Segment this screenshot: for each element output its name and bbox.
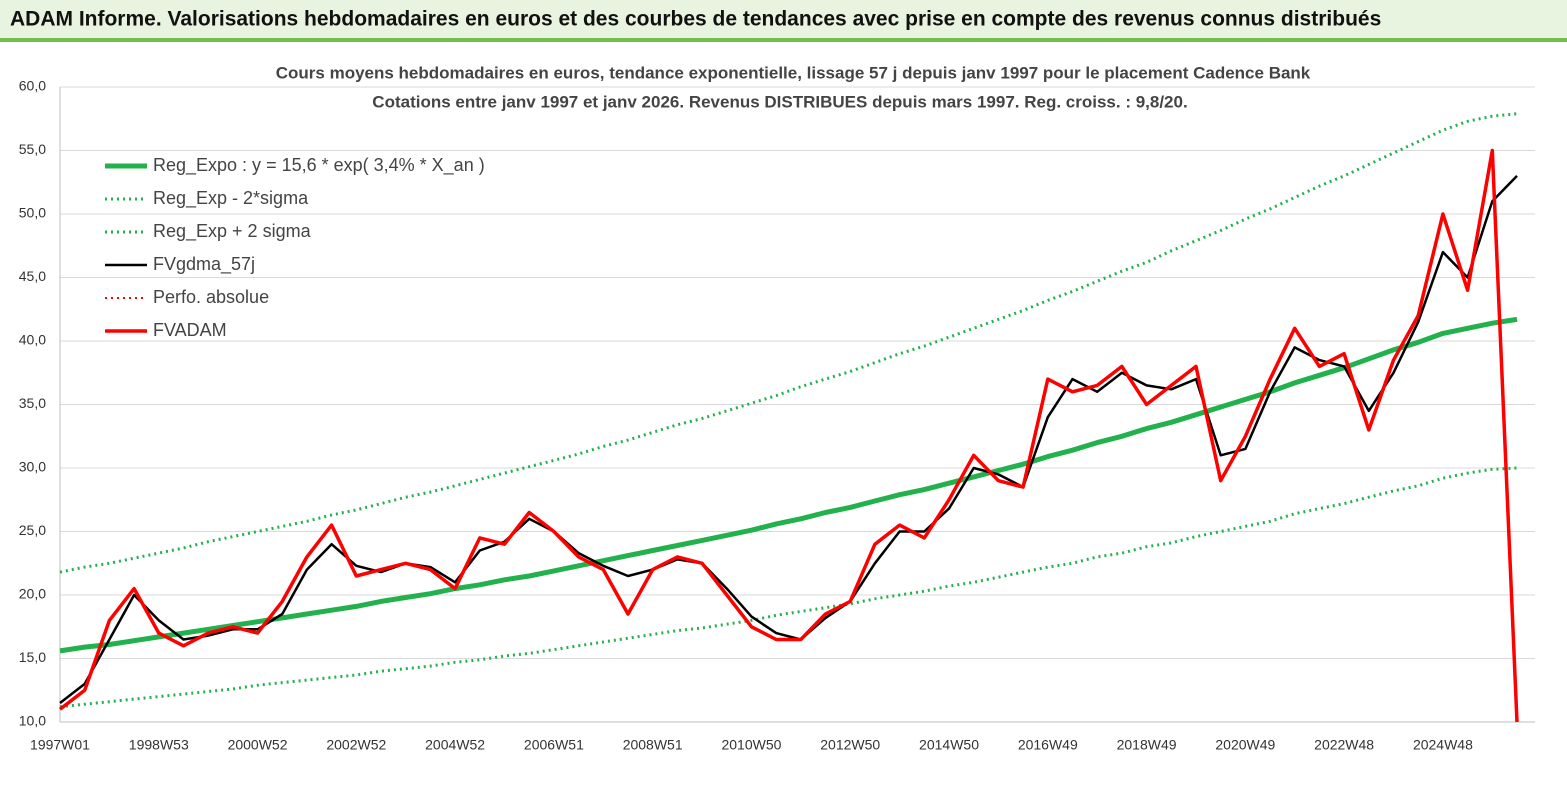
legend-label: FVADAM [153,320,227,340]
series-line [59,175,1518,704]
series-line [59,112,1518,574]
legend-label: Reg_Exp - 2*sigma [153,188,309,209]
y-tick-label: 15,0 [19,649,46,665]
y-tick-label: 45,0 [19,268,46,284]
legend-label: FVgdma_57j [153,254,255,275]
x-tick-label: 2022W48 [1314,737,1374,753]
x-tick-label: 2004W52 [425,737,485,753]
y-tick-label: 50,0 [19,205,46,221]
legend-label: Perfo. absolue [153,287,269,307]
x-tick-label: 2024W48 [1413,737,1473,753]
y-tick-label: 30,0 [19,459,46,475]
header-title: ADAM Informe. Valorisations hebdomadaire… [10,8,1381,31]
x-tick-label: 1998W53 [129,737,189,753]
x-tick-label: 2018W49 [1117,737,1177,753]
x-tick-label: 1997W01 [30,737,90,753]
y-tick-label: 25,0 [19,522,46,538]
series-line [59,316,1518,654]
header-band [0,0,1567,40]
x-tick-label: 2000W52 [228,737,288,753]
x-tick-label: 2012W50 [820,737,880,753]
y-tick-label: 20,0 [19,586,46,602]
x-tick-label: 2014W50 [919,737,979,753]
legend-label: Reg_Exp + 2 sigma [153,221,312,242]
header-rule [0,38,1567,42]
y-tick-label: 40,0 [19,332,46,348]
y-tick-label: 60,0 [19,78,46,94]
x-tick-label: 2010W50 [721,737,781,753]
x-tick-label: 2002W52 [326,737,386,753]
y-tick-label: 35,0 [19,395,46,411]
chart-subtitle: Cotations entre janv 1997 et janv 2026. … [372,92,1187,111]
chart-title: Cours moyens hebdomadaires en euros, ten… [276,63,1311,82]
x-tick-label: 2020W49 [1215,737,1275,753]
y-tick-label: 10,0 [19,713,46,729]
series-line [59,466,1518,709]
legend-label: Reg_Expo : y = 15,6 * exp( 3,4% * X_an ) [153,155,485,176]
series-line [58,148,1519,723]
y-tick-label: 55,0 [19,141,46,157]
x-tick-label: 2008W51 [623,737,683,753]
x-tick-label: 2006W51 [524,737,584,753]
x-tick-label: 2016W49 [1018,737,1078,753]
